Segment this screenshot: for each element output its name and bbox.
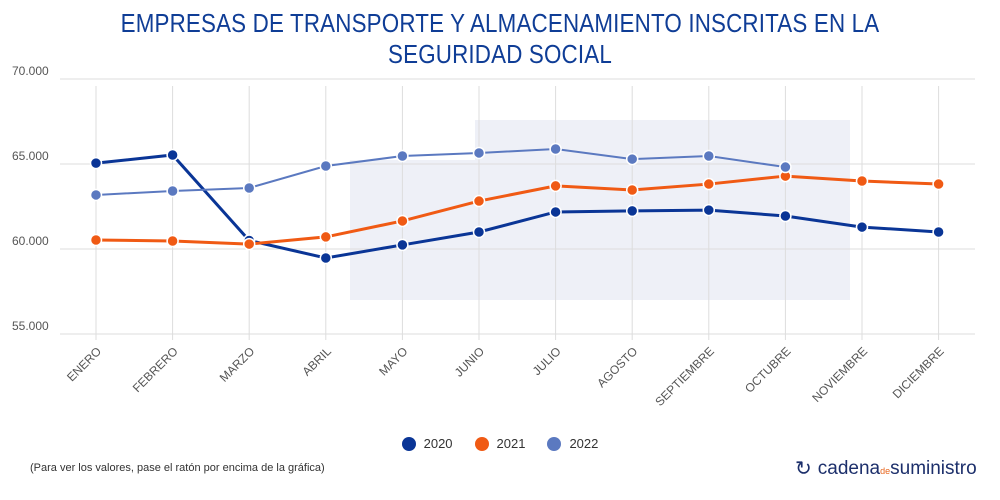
legend-label: 2022	[569, 436, 599, 451]
data-point-2021	[625, 183, 639, 197]
data-point-2022	[779, 160, 792, 174]
data-point-2021	[319, 230, 333, 244]
truck-watermark-cab	[350, 160, 475, 300]
legend-item-2020[interactable]: 2020	[401, 436, 453, 451]
data-point-2020	[319, 251, 333, 265]
data-point-2022	[396, 149, 409, 163]
data-point-2020	[166, 148, 179, 162]
series-line-2021	[95, 174, 939, 246]
data-point-2020	[625, 204, 639, 218]
data-point-2020	[396, 238, 409, 252]
data-point-2020	[702, 203, 716, 217]
legend-marker	[401, 436, 416, 451]
legend-item-2021[interactable]: 2021	[474, 436, 526, 451]
data-point-2021	[166, 234, 179, 248]
series-line-2022	[95, 148, 786, 196]
y-tick-label: 55.000	[12, 319, 49, 333]
data-point-2022	[625, 152, 639, 166]
legend-label: 2020	[423, 436, 453, 451]
data-point-2020	[932, 225, 945, 239]
x-tick-label: AGOSTO	[594, 344, 640, 390]
data-point-2021	[932, 177, 945, 191]
data-point-2021	[472, 194, 486, 208]
data-point-2022	[89, 188, 103, 202]
data-point-2022	[242, 181, 256, 195]
data-point-2020	[549, 205, 562, 219]
legend-marker	[547, 436, 562, 451]
data-point-2020	[855, 220, 869, 234]
data-point-2021	[702, 177, 716, 191]
legend-item-2022[interactable]: 2022	[547, 436, 598, 451]
data-point-2021	[855, 174, 869, 188]
logo-text-1: cadena	[817, 457, 881, 479]
brand-logo: ↻ cadenadesuministro	[795, 456, 977, 481]
data-point-2022	[319, 159, 333, 173]
logo-text-2: de	[880, 465, 891, 476]
y-tick-label: 70.000	[12, 64, 49, 78]
series-line-2020	[95, 153, 939, 260]
data-point-2022	[472, 146, 486, 160]
x-tick-label: ENERO	[64, 344, 104, 384]
data-point-2021	[89, 233, 103, 247]
y-tick-label: 60.000	[12, 234, 49, 248]
data-point-2021	[549, 179, 562, 193]
data-point-2021	[242, 237, 256, 251]
logo-text-3: suministro	[890, 457, 977, 479]
x-tick-label: FEBRERO	[130, 344, 181, 395]
data-point-2022	[549, 142, 562, 156]
data-point-2020	[779, 209, 792, 223]
legend-label: 2021	[496, 436, 526, 451]
x-tick-label: OCTUBRE	[742, 344, 793, 395]
x-tick-label: NOVIEMBRE	[809, 344, 870, 405]
hover-note: (Para ver los valores, pase el ratón por…	[30, 462, 325, 474]
data-point-2020	[472, 225, 486, 239]
x-tick-label: MAYO	[376, 344, 410, 378]
data-point-2020	[89, 156, 103, 170]
x-tick-label: MARZO	[217, 344, 258, 385]
legend-marker	[474, 436, 489, 451]
x-tick-label: ABRIL	[299, 344, 334, 379]
x-tick-label: JULIO	[530, 344, 564, 378]
data-point-2021	[396, 214, 409, 228]
data-point-2022	[166, 184, 179, 198]
x-tick-label: SEPTIEMBRE	[652, 344, 717, 409]
legend: 2020 2021 2022	[0, 436, 1000, 451]
chart-title: EMPRESAS DE TRANSPORTE Y ALMACENAMIENTO …	[120, 8, 880, 69]
data-point-2022	[702, 149, 716, 163]
logo-icon: ↻	[795, 458, 812, 480]
x-tick-label: JUNIO	[452, 344, 487, 379]
y-tick-label: 65.000	[12, 149, 49, 163]
x-tick-label: DICIEMBRE	[890, 344, 947, 401]
